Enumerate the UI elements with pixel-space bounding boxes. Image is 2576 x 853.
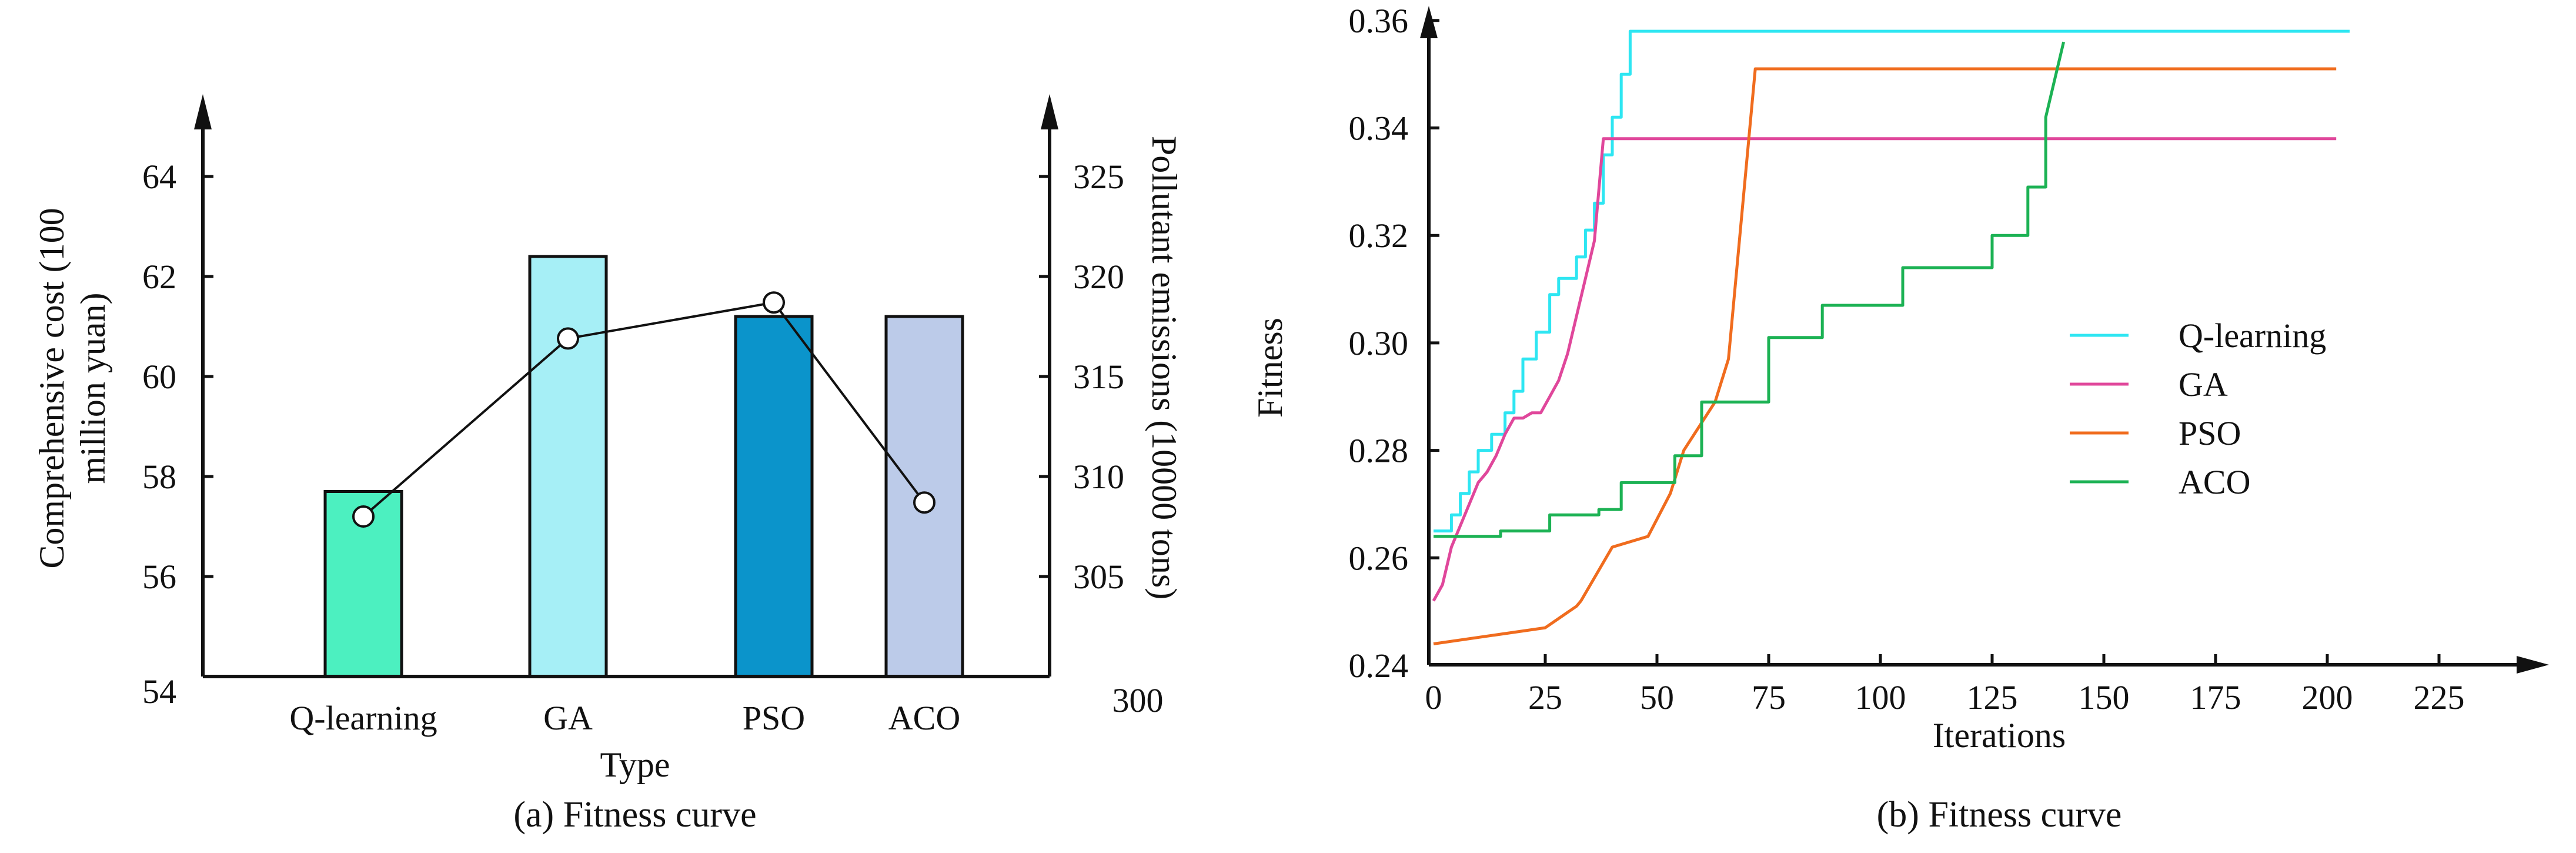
right-tick-label: 300	[1112, 681, 1164, 719]
b-x-tick-label: 150	[2079, 678, 2130, 717]
panel-a-ticks: 54 56 58 60 62 64 300 305 310 315 320 325 Q-learning…	[142, 158, 1164, 737]
left-y-axis-arrow	[194, 94, 212, 129]
x-category-label: GA	[543, 699, 593, 737]
panel-b-x-axis-label: Iterations	[1933, 716, 2066, 755]
panel-a-bar-line-chart: 54 56 58 60 62 64 300 305 310 315 320 325 Q-learning…	[32, 94, 1184, 835]
left-tick-label: 58	[142, 458, 176, 496]
series-line-pso	[1433, 67, 2337, 645]
panel-a-left-axis-label: Comprehensive cost (100 million yuan)	[32, 208, 112, 568]
left-tick-label: 62	[142, 258, 176, 296]
left-tick-label: 64	[142, 158, 176, 196]
series-line-aco	[1434, 41, 2066, 538]
panel-a-bars	[323, 255, 964, 678]
panel-b-y-axis-arrow	[1420, 6, 1438, 38]
b-x-tick-label: 75	[1752, 678, 1786, 717]
right-tick-label: 315	[1073, 358, 1124, 396]
right-axis-label: Pollutant emissions (10000 tons)	[1145, 136, 1184, 599]
right-tick-label: 310	[1073, 458, 1124, 496]
legend-label-aco: ACO	[2179, 463, 2250, 501]
left-tick-label: 60	[142, 358, 176, 396]
bar-ga	[528, 255, 608, 678]
legend-label-q-learning: Q-learning	[2179, 316, 2326, 355]
right-y-axis-arrow	[1041, 94, 1058, 129]
b-y-tick-label: 0.24	[1349, 647, 1409, 685]
panel-b-axes	[1420, 6, 2549, 674]
panel-b-legend: Q-learning GA PSO ACO	[2070, 316, 2326, 501]
right-tick-label: 320	[1073, 258, 1124, 296]
emission-marker-ga	[557, 327, 579, 350]
b-x-tick-label: 100	[1855, 678, 1906, 717]
x-category-label: ACO	[888, 699, 960, 737]
emission-marker-q-learning	[352, 505, 375, 528]
series-line-q-learning	[1434, 29, 2350, 533]
b-x-tick-label: 225	[2414, 678, 2465, 717]
panel-a-axes	[194, 94, 1058, 678]
right-tick-label: 325	[1073, 158, 1124, 196]
panel-a-caption: (a) Fitness curve	[513, 795, 756, 835]
left-tick-label: 54	[142, 672, 176, 711]
panel-b-line-chart: 0.24 0.26 0.28 0.30 0.32 0.34 0.36 0 25 50 75 100 12…	[1251, 2, 2549, 835]
legend-label-pso: PSO	[2179, 414, 2241, 452]
x-category-label: Q-learning	[289, 699, 437, 737]
b-x-tick-label: 200	[2302, 678, 2353, 717]
panel-a-emission-line	[352, 291, 935, 528]
b-y-tick-label: 0.34	[1349, 109, 1409, 148]
x-category-label: PSO	[743, 699, 805, 737]
b-x-tick-label: 25	[1528, 678, 1562, 717]
emission-marker-pso	[763, 291, 785, 314]
panel-b-x-axis-arrow	[2517, 656, 2549, 674]
panel-a-x-axis-label: Type	[600, 745, 670, 784]
b-y-tick-label: 0.36	[1349, 2, 1409, 40]
b-y-tick-label: 0.26	[1349, 539, 1409, 577]
legend-label-ga: GA	[2179, 365, 2228, 404]
b-y-tick-label: 0.28	[1349, 432, 1409, 470]
panel-b-ticks: 0.24 0.26 0.28 0.30 0.32 0.34 0.36 0 25 50 75 100 12…	[1349, 2, 2465, 717]
right-tick-label: 305	[1073, 558, 1124, 596]
emission-line	[362, 301, 926, 518]
b-x-tick-label: 125	[1967, 678, 2018, 717]
b-x-tick-label: 50	[1640, 678, 1674, 717]
left-axis-label-line1: Comprehensive cost (100	[32, 208, 71, 568]
b-y-tick-label: 0.30	[1349, 324, 1409, 362]
left-axis-label-line2: million yuan)	[73, 293, 112, 484]
b-x-tick-label: 0	[1425, 678, 1442, 717]
left-tick-label: 56	[142, 558, 176, 596]
bar-pso	[734, 315, 814, 678]
series-line-ga	[1432, 137, 2337, 602]
emission-marker-aco	[913, 491, 935, 514]
b-x-tick-label: 175	[2190, 678, 2241, 717]
b-y-tick-label: 0.32	[1349, 216, 1409, 255]
panel-b-caption: (b) Fitness curve	[1877, 795, 2122, 835]
panel-b-y-axis-label: Fitness	[1251, 318, 1289, 418]
panel-b-series	[1432, 29, 2350, 645]
